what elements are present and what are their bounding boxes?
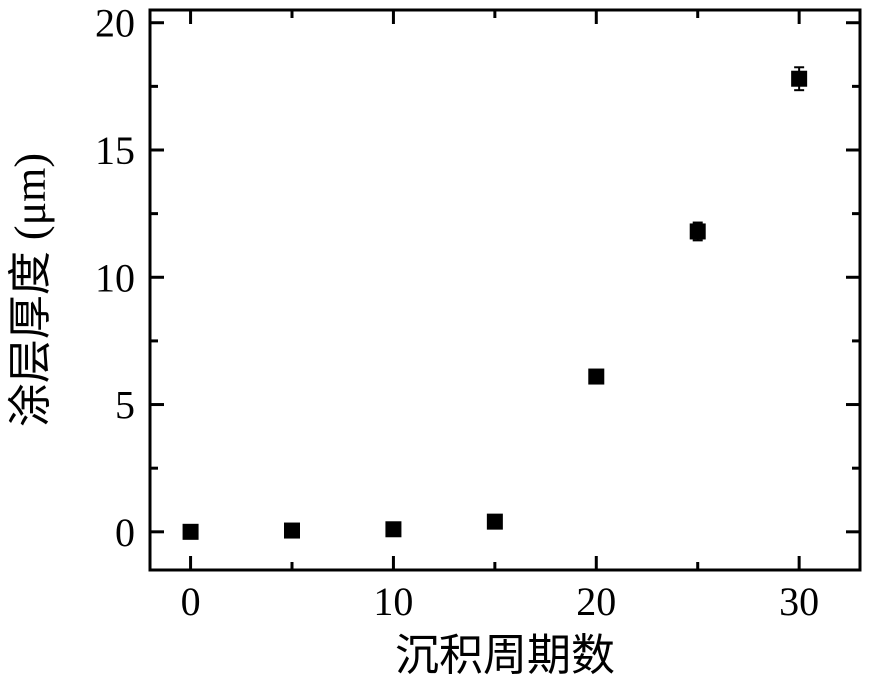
y-tick-label: 5	[115, 383, 135, 428]
chart-container: 0 10 20 30 0 5 10 15 20 沉积周期数 涂层厚度 (μm)	[0, 0, 874, 686]
data-point	[385, 521, 401, 537]
plot-frame	[150, 10, 860, 570]
x-axis-label: 沉积周期数	[395, 631, 615, 680]
y-tick-label: 15	[95, 128, 135, 173]
x-tick-label: 20	[576, 579, 616, 624]
x-tick-label: 30	[779, 579, 819, 624]
data-point	[487, 514, 503, 530]
y-tick-label: 10	[95, 255, 135, 300]
y-axis-label: 涂层厚度 (μm)	[6, 153, 55, 427]
data-point	[791, 71, 807, 87]
data-point	[183, 524, 199, 540]
x-tick-label: 10	[373, 579, 413, 624]
data-point	[690, 223, 706, 239]
scatter-chart: 0 10 20 30 0 5 10 15 20 沉积周期数 涂层厚度 (μm)	[0, 0, 874, 686]
y-tick-label: 0	[115, 510, 135, 555]
y-tick-label: 20	[95, 1, 135, 46]
x-tick-label: 0	[181, 579, 201, 624]
data-point	[588, 369, 604, 385]
data-point	[284, 523, 300, 539]
